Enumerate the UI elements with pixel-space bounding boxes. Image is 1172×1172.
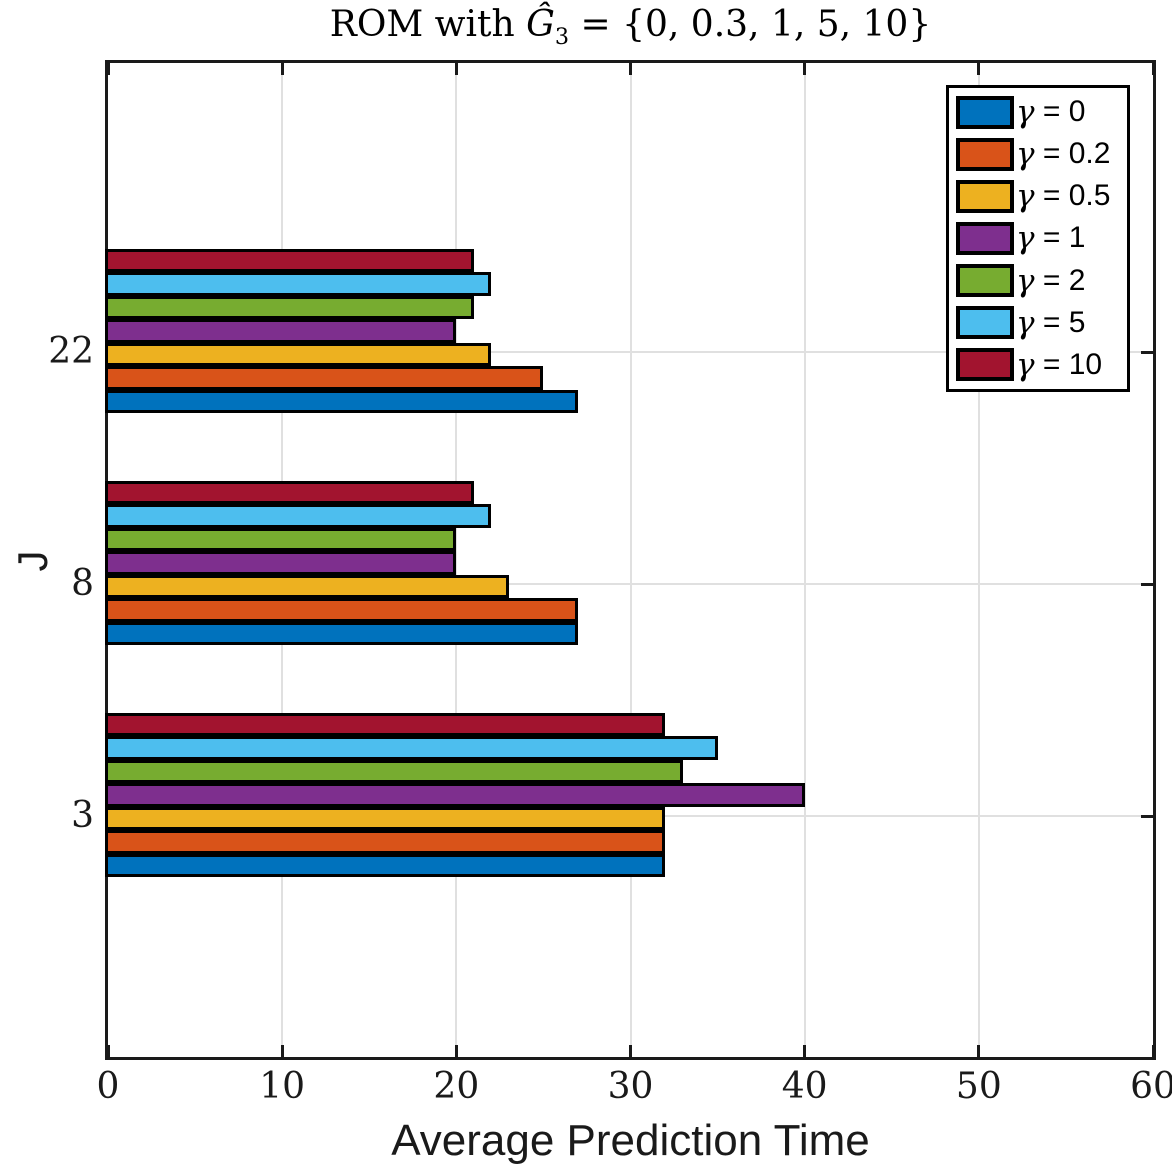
- legend-label-value: = 0.5: [1034, 179, 1111, 213]
- y-tick-label: 22: [48, 331, 94, 372]
- x-tick-mark: [454, 1045, 458, 1057]
- x-axis-label: Average Prediction Time: [391, 1116, 870, 1165]
- bar: [105, 806, 666, 831]
- x-tick-mark: [803, 63, 807, 75]
- x-tick-mark: [977, 1045, 981, 1057]
- y-tick-mark: [1141, 814, 1153, 818]
- x-tick-mark: [454, 63, 458, 75]
- y-tick-label: 8: [71, 563, 94, 604]
- bar: [105, 783, 805, 807]
- legend-label-gamma: γ: [1016, 346, 1035, 383]
- x-tick-mark: [1151, 63, 1155, 75]
- x-gridline: [455, 63, 458, 1057]
- x-tick-label: 40: [781, 1066, 828, 1107]
- x-tick-mark: [280, 63, 284, 75]
- title-prefix: ROM with: [329, 4, 527, 45]
- legend-label-value: = 2: [1034, 263, 1086, 297]
- legend-label-gamma: γ: [1016, 94, 1035, 131]
- x-gridline: [803, 63, 806, 1057]
- bar: [105, 853, 666, 877]
- x-tick-mark: [1151, 1045, 1155, 1057]
- bar: [105, 389, 579, 413]
- bar: [105, 574, 509, 599]
- title-subscript: 3: [554, 24, 570, 51]
- legend-entry: γ = 0.5: [949, 177, 1127, 216]
- legend-label-value: = 5: [1034, 305, 1086, 339]
- x-tick-mark: [106, 63, 110, 75]
- legend-label-gamma: γ: [1016, 304, 1035, 341]
- x-tick-mark: [629, 63, 632, 75]
- bar: [105, 272, 492, 296]
- legend-entry: γ = 5: [949, 303, 1127, 342]
- legend-label-value: = 0: [1034, 95, 1086, 129]
- legend-entry: γ = 0: [949, 93, 1127, 132]
- legend-label-value: = 0.2: [1034, 137, 1111, 171]
- x-gridline: [629, 63, 632, 1057]
- bar: [105, 481, 474, 505]
- bar: [105, 713, 666, 737]
- y-gridline: [108, 583, 1153, 585]
- x-tick-label: 60: [1130, 1066, 1172, 1107]
- legend-entry: γ = 10: [949, 345, 1127, 384]
- x-tick-label: 10: [259, 1066, 306, 1107]
- x-tick-mark: [803, 1045, 807, 1057]
- x-tick-mark: [106, 1045, 110, 1057]
- x-tick-mark: [280, 1045, 284, 1057]
- x-tick-mark: [977, 63, 981, 75]
- bar: [105, 551, 457, 575]
- bar: [105, 598, 579, 622]
- bar: [105, 527, 457, 552]
- legend-label-gamma: γ: [1016, 136, 1035, 173]
- legend-swatch: [956, 179, 1014, 213]
- legend-swatch: [956, 221, 1014, 255]
- legend-label-gamma: γ: [1016, 178, 1035, 215]
- bar: [105, 249, 474, 273]
- y-gridline: [108, 351, 1153, 353]
- bar: [105, 736, 718, 760]
- legend-entry: γ = 2: [949, 261, 1127, 300]
- x-tick-mark: [629, 1045, 632, 1057]
- x-tick-label: 20: [433, 1066, 480, 1107]
- bar: [105, 342, 492, 367]
- bar: [105, 621, 579, 645]
- x-tick-label: 30: [607, 1066, 654, 1107]
- title-set: = {0, 0.3, 1, 5, 10}: [569, 4, 932, 45]
- bar: [105, 830, 666, 854]
- legend-swatch: [956, 137, 1014, 171]
- bar: [105, 366, 544, 390]
- x-gridline: [977, 63, 980, 1057]
- legend-swatch: [956, 306, 1014, 340]
- bar: [105, 504, 492, 528]
- y-tick-label: 3: [71, 795, 94, 836]
- legend-label-value: = 10: [1034, 347, 1103, 381]
- legend-swatch: [956, 348, 1014, 382]
- legend-entry: γ = 1: [949, 219, 1127, 258]
- legend-swatch: [956, 95, 1014, 129]
- legend-entry: γ = 0.2: [949, 135, 1127, 174]
- legend-label-gamma: γ: [1016, 220, 1035, 257]
- legend-label-gamma: γ: [1016, 262, 1035, 299]
- chart-title: ROM with Ĝ3 = {0, 0.3, 1, 5, 10}: [105, 4, 1156, 50]
- legend-label-value: = 1: [1034, 221, 1086, 255]
- x-tick-label: 0: [96, 1066, 120, 1107]
- bar: [105, 295, 474, 320]
- y-tick-mark: [1141, 582, 1153, 586]
- y-tick-mark: [1141, 350, 1153, 354]
- x-tick-label: 50: [955, 1066, 1002, 1107]
- bar: [105, 319, 457, 343]
- bar: [105, 759, 683, 784]
- legend-swatch: [956, 264, 1014, 298]
- title-ghat-symbol: Ĝ: [526, 4, 555, 45]
